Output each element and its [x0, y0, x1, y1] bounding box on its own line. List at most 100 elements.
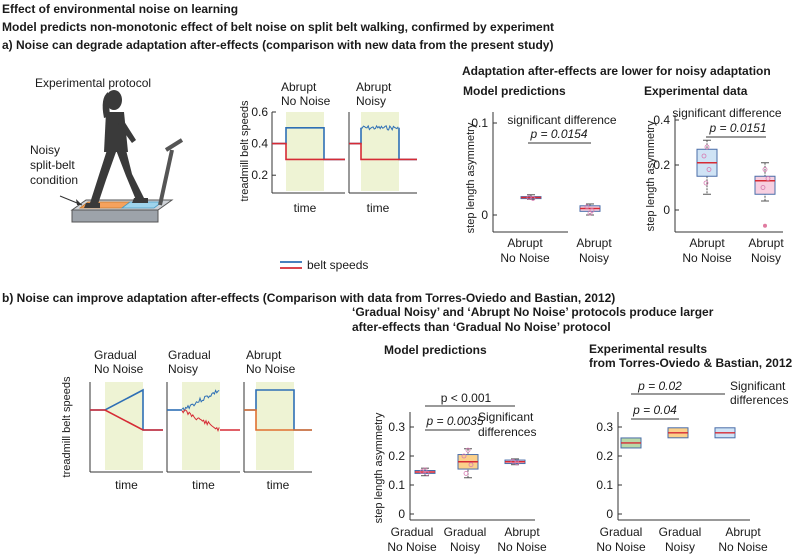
- b-model-box-2-point: [465, 447, 471, 453]
- a-p2-fast-belt-noisy: [360, 124, 399, 132]
- a-exp-outlier: [763, 223, 767, 228]
- b-panel1-title-line1: Gradual: [94, 348, 137, 362]
- b-speed-ylabel: treadmill belt speeds: [61, 376, 73, 477]
- a-exp-box-nonoise-point: [704, 144, 710, 150]
- b-model-annot-sig2: differences: [478, 425, 536, 439]
- b-exp-annot-p1: p = 0.02: [637, 379, 682, 393]
- a-panel2-shade: [361, 112, 399, 191]
- b-exp-barplot: 0.3 0.2 0.1 0 p = 0.02 p = 0.04 Significantdif…: [596, 379, 788, 554]
- b-model-box-2-point: [468, 462, 474, 468]
- b-model-annot-p1: p < 0.001: [441, 391, 492, 405]
- a-ytick-label: 0.6: [251, 105, 268, 119]
- figure-subtitle: Model predicts non-monotonic effect of b…: [2, 20, 555, 34]
- b-panel2-xlabel: time: [192, 478, 215, 492]
- a-exp-box-noisy-point: [765, 176, 771, 181]
- a-speed-ylabel: treadmill belt speeds: [239, 100, 251, 201]
- figure-title: Effect of environmental noise on learnin…: [2, 2, 239, 16]
- a-exp-xlabel-1a: Abrupt: [689, 236, 725, 250]
- b-model-xlabel-3b: No Noise: [497, 540, 547, 554]
- b-model-box-1-point: [424, 470, 430, 476]
- b-exp-annot-p2: p = 0.04: [632, 403, 677, 417]
- b-panel2-title-line2: Noisy: [168, 362, 198, 376]
- b-model-ytick-label: 0: [398, 507, 405, 521]
- b-exp-xlabel-3a: Abrupt: [725, 525, 761, 539]
- a-exp-box-nonoise-point: [706, 167, 712, 172]
- a-model-xlabel-2a: Abrupt: [576, 236, 612, 250]
- b-model-ylabel: step length asymmetry: [373, 412, 385, 523]
- a-exp-box-noisy-point: [762, 167, 768, 172]
- b-panel2-title-line1: Gradual: [168, 348, 211, 362]
- a-exp-box-noisy-box: [754, 175, 776, 195]
- a-panel1-xlabel: time: [294, 201, 317, 215]
- a-exp-ylabel: step length asymmetry: [645, 120, 657, 231]
- b-exp-xlabel-3b: No Noise: [718, 540, 768, 554]
- b-exp-annot-sig1: Significant: [730, 379, 786, 393]
- b-model-box-2-point: [463, 470, 469, 476]
- noisy-label-line1: Noisy: [30, 143, 61, 157]
- a-panel1-title-line1: Abrupt: [281, 80, 317, 94]
- b-panel1-xlabel: time: [115, 478, 138, 492]
- a-p2-fast-belt-pre: [349, 127, 362, 145]
- a-p2-slow-belt-line: [349, 142, 417, 161]
- b-panel3-title-line2: No Noise: [246, 362, 296, 376]
- a-exp-box-nonoise-point: [703, 180, 709, 186]
- b-title-line2: after-effects than ‘Gradual No Noise’ pr…: [352, 320, 611, 334]
- a-exp-ytick-label: 0: [663, 203, 670, 217]
- results-title: Adaptation after-effects are lower for n…: [462, 64, 771, 78]
- a-exp-xlabel-2a: Abrupt: [748, 236, 784, 250]
- a-model-ytick-label: 0: [481, 208, 488, 222]
- b-panel2-shade: [182, 382, 220, 470]
- a-exp-box-noisy-point: [760, 185, 766, 190]
- b-exp-title-line2: from Torres-Oviedo & Bastian, 2012: [589, 356, 793, 370]
- a-model-xlabel-1b: No Noise: [500, 251, 550, 265]
- b-model-annot-p2: p = 0.0035: [425, 414, 483, 428]
- a-ytick-label: 0.2: [251, 168, 268, 182]
- a-model-ylabel: step length asymmetry: [465, 122, 477, 233]
- a-model-annot-sig: significant difference: [507, 113, 617, 127]
- b-panel1-title-line2: No Noise: [94, 362, 144, 376]
- b-exp-ytick-label: 0.1: [596, 478, 613, 492]
- b-model-xlabel-1a: Gradual: [391, 525, 434, 539]
- b-exp-xlabel-2b: Noisy: [665, 540, 695, 554]
- b-exp-xlabel-1a: Gradual: [600, 525, 643, 539]
- a-panel1-title-line2: No Noise: [281, 94, 331, 108]
- b-exp-ytick-label: 0.3: [596, 420, 613, 434]
- b-exp-ytick-label: 0: [606, 507, 613, 521]
- a-panel2-xlabel: time: [367, 201, 390, 215]
- a-ytick-label: 0.4: [251, 137, 268, 151]
- a-model-title: Model predictions: [463, 84, 566, 98]
- legend-label: belt speeds: [307, 258, 369, 272]
- b-title-line1: ‘Gradual Noisy’ and ‘Abrupt No Noise’ pr…: [352, 305, 714, 319]
- b-model-title: Model predictions: [384, 343, 487, 357]
- a-exp-xlabel-1b: No Noise: [682, 251, 732, 265]
- b-model-xlabel-2a: Gradual: [444, 525, 487, 539]
- b-p1-slow-belt-line: [90, 409, 163, 431]
- b-model-box-3-point: [514, 460, 520, 466]
- b-model-box-2-point: [461, 453, 467, 459]
- a-p2-fast-belt-post: [398, 127, 417, 161]
- a-exp-ytick-label: 0.2: [653, 158, 670, 172]
- a-exp-xlabel-2b: Noisy: [751, 251, 781, 265]
- b-exp-ytick-label: 0.2: [596, 449, 613, 463]
- a-model-box-nonoise-point: [530, 196, 536, 201]
- a-panel2-title-line1: Abrupt: [356, 80, 392, 94]
- b-model-ytick-label: 0.2: [388, 449, 405, 463]
- noisy-label-line2: split-belt: [30, 158, 75, 172]
- a-p1-slow-belt-line: [272, 142, 345, 161]
- b-p2-slow-belt-noisy: [181, 409, 220, 432]
- b-panel1-shade: [105, 382, 143, 470]
- b-exp-title-line1: Experimental results: [589, 342, 708, 356]
- a-exp-box-nonoise-point: [701, 153, 707, 159]
- noisy-condition-label: Noisy split-belt condition: [30, 143, 78, 188]
- b-exp-xlabel-1b: No Noise: [596, 540, 646, 554]
- b-panel3-title-line1: Abrupt: [246, 348, 282, 362]
- a-exp-ytick-label: 0.4: [653, 113, 670, 127]
- b-model-box-1-point: [422, 467, 428, 473]
- b-p3-slow-belt-line: [244, 409, 312, 431]
- walker-silhouette: [84, 90, 148, 208]
- b-panel3-shade: [256, 382, 294, 470]
- a-model-boxplot: 0.1 0 step length asymmetry significant dif…: [465, 112, 617, 265]
